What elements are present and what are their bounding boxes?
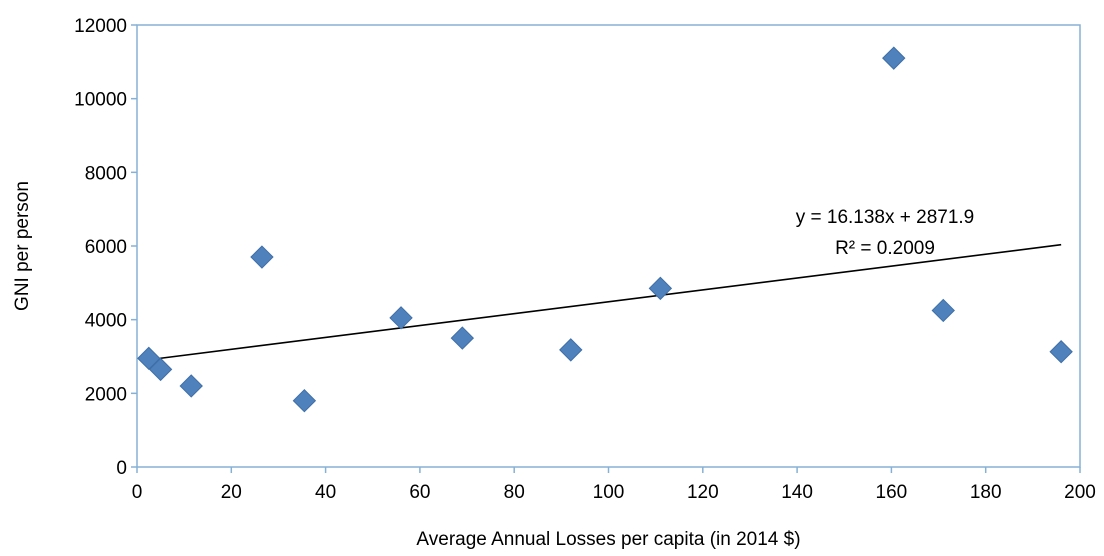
y-axis-title: GNI per person: [12, 181, 33, 311]
data-point: [1049, 340, 1073, 364]
x-tick-label: 20: [221, 482, 242, 503]
data-point: [450, 326, 475, 350]
y-axis: 0 2000 4000 6000 8000 10000 12000: [74, 16, 137, 479]
data-point: [882, 46, 906, 70]
y-tick-label: 6000: [85, 237, 127, 258]
x-tick-label: 0: [132, 482, 143, 503]
trendline-equation: y = 16.138x + 2871.9: [796, 207, 975, 228]
plot-area-border: [136, 24, 1081, 468]
data-point: [389, 306, 413, 330]
y-tick-label: 2000: [85, 384, 127, 405]
y-tick-label: 8000: [85, 163, 127, 184]
x-tick-label: 200: [1064, 482, 1096, 503]
y-tick-label: 4000: [85, 311, 127, 332]
x-tick-label: 40: [315, 482, 336, 503]
x-tick-label: 80: [504, 482, 525, 503]
x-tick-label: 140: [781, 482, 813, 503]
y-tick-label: 0: [116, 458, 127, 479]
data-point: [559, 338, 583, 362]
x-tick-label: 160: [876, 482, 908, 503]
x-tick-label: 120: [687, 482, 719, 503]
y-tick-label: 10000: [74, 90, 127, 111]
data-point: [148, 357, 173, 382]
x-tick-label: 180: [970, 482, 1002, 503]
data-point: [250, 245, 274, 269]
data-point: [137, 346, 161, 371]
trendline: [148, 243, 1062, 361]
x-axis: 0 20 40 60 80 100 120 140 160 180 200: [132, 467, 1096, 503]
y-tick-label: 12000: [74, 16, 127, 37]
data-point: [179, 374, 203, 398]
x-axis-title: Average Annual Losses per capita (in 201…: [416, 529, 800, 550]
trendline-r-squared: R² = 0.2009: [835, 238, 935, 259]
data-point: [292, 388, 317, 413]
x-tick-label: 60: [409, 482, 430, 503]
data-point: [648, 276, 673, 301]
data-points: [137, 46, 1073, 413]
data-point: [931, 298, 955, 323]
x-tick-label: 100: [593, 482, 625, 503]
